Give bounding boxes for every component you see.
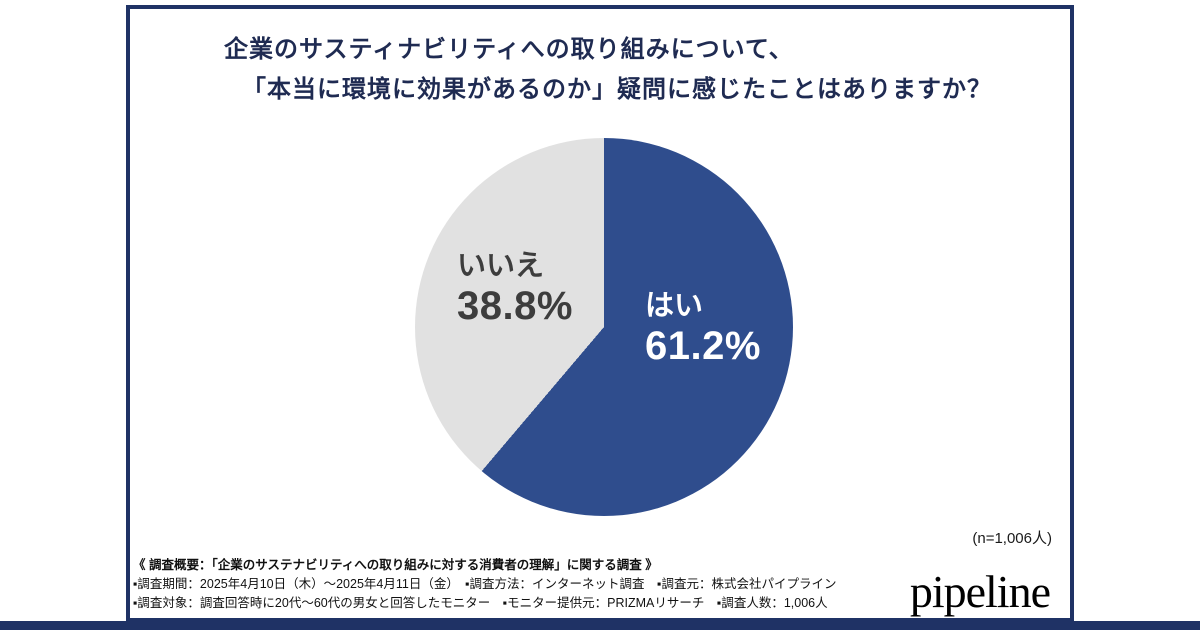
pie-label-yes-category: はい bbox=[645, 290, 704, 322]
pie-chart-area: はい 61.2% いいえ 38.8% bbox=[415, 138, 793, 516]
pie-chart bbox=[415, 138, 793, 516]
pie-label-yes-percent: 61.2% bbox=[645, 324, 761, 369]
survey-details-line1: ▪調査期間：2025年4月10日（木）～2025年4月11日（金） ▪調査方法：… bbox=[133, 577, 837, 591]
sample-size-note: (n=1,006人) bbox=[972, 530, 1052, 547]
survey-details-line2: ▪調査対象：調査回答時に20代～60代の男女と回答したモニター ▪モニター提供元… bbox=[133, 596, 828, 610]
chart-title-line1: 企業のサスティナビリティへの取り組みについて、 bbox=[224, 36, 794, 63]
chart-title-line2: 「本当に環境に効果があるのか」疑問に感じたことはありますか？ bbox=[242, 76, 992, 103]
pie-label-no: いいえ 38.8% bbox=[457, 250, 573, 329]
pipeline-logo: pipeline bbox=[909, 566, 1051, 617]
bottom-border-bar bbox=[0, 621, 1200, 630]
survey-overview-block: 《 調査概要：「企業のサステナビリティへの取り組みに対する消費者の理解」に関する… bbox=[133, 556, 836, 613]
pie-label-yes: はい 61.2% bbox=[645, 290, 761, 369]
pie-label-no-category: いいえ bbox=[457, 250, 545, 282]
pie-label-no-percent: 38.8% bbox=[457, 284, 573, 329]
survey-overview-line: 《 調査概要：「企業のサステナビリティへの取り組みに対する消費者の理解」に関する… bbox=[133, 558, 658, 572]
chart-title: 企業のサスティナビリティへの取り組みについて、 「本当に環境に効果があるのか」疑… bbox=[224, 30, 992, 110]
